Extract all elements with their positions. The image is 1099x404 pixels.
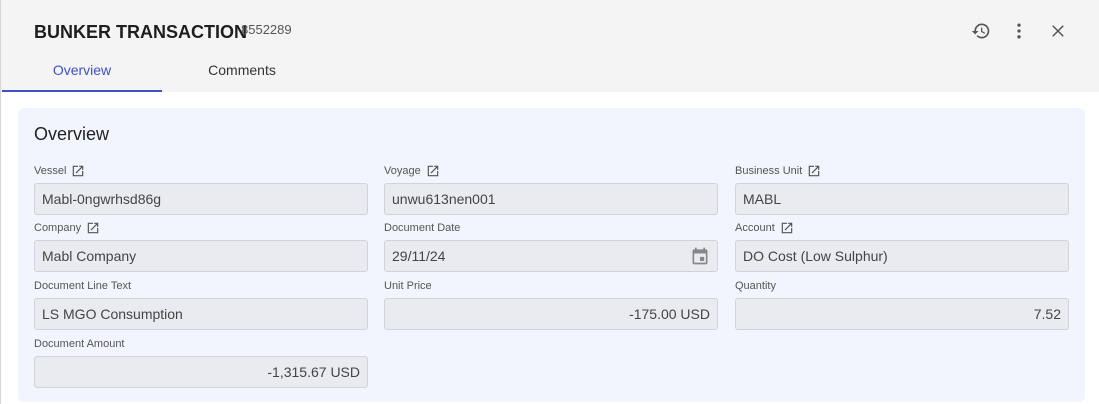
voyage-input[interactable]: unwu613nen001 — [384, 183, 718, 215]
unit-price-input[interactable]: -175.00 USD — [384, 298, 718, 330]
field-document-line-text: Document Line Text LS MGO Consumption — [34, 278, 368, 330]
label-text: Account — [735, 222, 775, 234]
field-value: 29/11/24 — [392, 248, 446, 264]
label-text: Document Amount — [34, 338, 125, 350]
field-value: Mabl-0ngwrhsd86g — [42, 191, 162, 207]
page-title: BUNKER TRANSACTION — [34, 22, 247, 42]
field-company: Company Mabl Company — [34, 220, 368, 272]
field-value: LS MGO Consumption — [42, 306, 183, 322]
company-input[interactable]: Mabl Company — [34, 240, 368, 272]
label-text: Document Date — [384, 222, 461, 234]
field-document-amount: Document Amount -1,315.67 USD — [34, 336, 368, 388]
business-unit-input[interactable]: MABL — [735, 183, 1069, 215]
calendar-icon[interactable] — [690, 246, 710, 266]
field-label: Unit Price — [384, 278, 718, 294]
field-label: Vessel — [34, 163, 368, 179]
field-value: -1,315.67 USD — [267, 364, 360, 380]
field-vessel: Vessel Mabl-0ngwrhsd86g — [34, 163, 368, 215]
field-quantity: Quantity 7.52 — [735, 278, 1069, 330]
history-icon[interactable] — [970, 20, 992, 42]
field-label: Quantity — [735, 278, 1069, 294]
document-amount-input[interactable]: -1,315.67 USD — [34, 356, 368, 388]
field-label: Document Line Text — [34, 278, 368, 294]
label-text: Document Line Text — [34, 280, 132, 292]
label-text: Vessel — [34, 165, 67, 177]
field-value: Mabl Company — [42, 248, 137, 264]
label-text: Company — [34, 222, 82, 234]
field-document-date: Document Date 29/11/24 — [384, 220, 718, 272]
field-label: Voyage — [384, 163, 718, 179]
section-title: Overview — [34, 124, 110, 144]
label-text: Voyage — [384, 165, 421, 177]
field-value: 7.52 — [1033, 306, 1061, 322]
field-label: Account — [735, 220, 1069, 236]
account-input[interactable]: DO Cost (Low Sulphur) — [735, 240, 1069, 272]
open-link-icon[interactable] — [426, 164, 440, 178]
field-unit-price: Unit Price -175.00 USD — [384, 278, 718, 330]
open-link-icon[interactable] — [71, 164, 85, 178]
tab-comments[interactable]: Comments — [208, 62, 276, 78]
field-label: Business Unit — [735, 163, 1069, 179]
field-label: Document Date — [384, 220, 718, 236]
more-options-icon[interactable] — [1008, 20, 1030, 42]
field-account: Account DO Cost (Low Sulphur) — [735, 220, 1069, 272]
quantity-input[interactable]: 7.52 — [735, 298, 1069, 330]
field-value: MABL — [743, 191, 782, 207]
document-number: 8552289 — [241, 22, 292, 37]
close-icon[interactable] — [1047, 20, 1069, 42]
open-link-icon[interactable] — [780, 221, 794, 235]
field-business-unit: Business Unit MABL — [735, 163, 1069, 215]
field-label: Document Amount — [34, 336, 368, 352]
open-link-icon[interactable] — [86, 221, 100, 235]
overview-panel: Overview Vessel Mabl-0ngwrhsd86g Voyage u… — [18, 108, 1085, 402]
field-value: DO Cost (Low Sulphur) — [743, 248, 888, 264]
tab-overview[interactable]: Overview — [2, 52, 162, 92]
document-date-input[interactable]: 29/11/24 — [384, 240, 718, 272]
open-link-icon[interactable] — [807, 164, 821, 178]
header: BUNKER TRANSACTION 8552289 Overview Comm… — [1, 0, 1099, 92]
label-text: Business Unit — [735, 165, 803, 177]
field-label: Company — [34, 220, 368, 236]
field-voyage: Voyage unwu613nen001 — [384, 163, 718, 215]
label-text: Quantity — [735, 280, 776, 292]
document-line-text-input[interactable]: LS MGO Consumption — [34, 298, 368, 330]
field-value: unwu613nen001 — [392, 191, 496, 207]
label-text: Unit Price — [384, 280, 432, 292]
field-value: -175.00 USD — [629, 306, 710, 322]
vessel-input[interactable]: Mabl-0ngwrhsd86g — [34, 183, 368, 215]
